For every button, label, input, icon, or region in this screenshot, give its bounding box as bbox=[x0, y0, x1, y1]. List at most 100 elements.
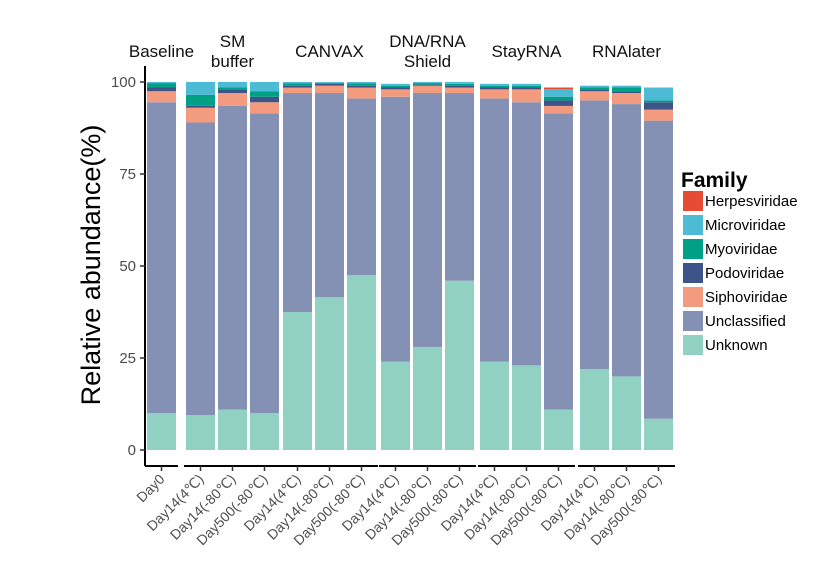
bar-segment-podoviridae bbox=[644, 102, 673, 110]
bar-segment-myoviridae bbox=[250, 91, 279, 97]
y-tick-label: 50 bbox=[119, 258, 136, 275]
legend-label: Microviridae bbox=[705, 217, 786, 234]
bar-segment-unclassified bbox=[512, 102, 541, 366]
bar-segment-siphoviridae bbox=[147, 91, 176, 103]
bar-segment-unknown bbox=[315, 297, 344, 450]
x-axis-tick-labels: Day0Day14(4℃)Day14(-80℃)Day500(-80℃)Day1… bbox=[133, 466, 665, 548]
bar-segment-unclassified bbox=[644, 120, 673, 419]
bar-segment-siphoviridae bbox=[315, 85, 344, 94]
bar-segment-unknown bbox=[445, 280, 474, 450]
bar-segment-unknown bbox=[347, 275, 376, 450]
bar-segment-podoviridae bbox=[445, 85, 474, 88]
legend-swatch-unknown bbox=[683, 335, 703, 355]
bar-segment-microviridae bbox=[544, 89, 573, 97]
bar-segment-unknown bbox=[250, 413, 279, 450]
bar-segment-podoviridae bbox=[186, 105, 215, 108]
facet-title: buffer bbox=[211, 52, 255, 71]
bar-segment-unclassified bbox=[381, 96, 410, 362]
y-axis-label: Relative abundance(%) bbox=[76, 125, 106, 406]
bar-segment-podoviridae bbox=[347, 85, 376, 88]
bar-segment-unclassified bbox=[413, 93, 442, 347]
bar-segment-unclassified bbox=[612, 104, 641, 377]
bar-segment-siphoviridae bbox=[186, 107, 215, 123]
bar-segment-unclassified bbox=[580, 100, 609, 370]
bar-segment-myoviridae bbox=[413, 83, 442, 85]
legend-swatch-herpesviridae bbox=[683, 191, 703, 211]
bar-segment-siphoviridae bbox=[512, 89, 541, 103]
bar-segment-siphoviridae bbox=[612, 93, 641, 105]
bar-segment-podoviridae bbox=[147, 87, 176, 92]
bar-segment-unknown bbox=[218, 409, 247, 450]
bar-segment-myoviridae bbox=[644, 100, 673, 103]
bar-segment-herpesviridae bbox=[544, 87, 573, 90]
bar-segment-podoviridae bbox=[480, 87, 509, 90]
bar-segment-microviridae bbox=[250, 82, 279, 92]
bar-segment-siphoviridae bbox=[445, 87, 474, 94]
legend-label: Myoviridae bbox=[705, 241, 778, 258]
legend-swatch-unclassified bbox=[683, 311, 703, 331]
bar-segment-microviridae bbox=[283, 82, 312, 84]
legend-label: Unclassified bbox=[705, 313, 786, 330]
y-tick-label: 75 bbox=[119, 166, 136, 183]
bar-segment-myoviridae bbox=[381, 85, 410, 88]
bar-segment-unknown bbox=[186, 415, 215, 450]
bar-segment-podoviridae bbox=[612, 91, 641, 94]
facet-title: SM bbox=[220, 32, 246, 51]
bar-segment-unclassified bbox=[186, 122, 215, 416]
bar-segment-myoviridae bbox=[283, 83, 312, 86]
legend-swatch-myoviridae bbox=[683, 239, 703, 259]
legend-swatch-microviridae bbox=[683, 215, 703, 235]
bar-segment-microviridae bbox=[347, 82, 376, 84]
bar-segment-siphoviridae bbox=[413, 85, 442, 94]
bar-segment-myoviridae bbox=[580, 87, 609, 90]
bar-segment-podoviridae bbox=[218, 89, 247, 94]
bar-segment-unknown bbox=[381, 361, 410, 450]
bar-segment-unknown bbox=[580, 369, 609, 450]
y-tick-label: 0 bbox=[128, 442, 136, 459]
bar-segment-podoviridae bbox=[413, 84, 442, 86]
legend: Family Herpesviridae Microviridae Myovirid… bbox=[681, 169, 798, 355]
y-tick-label: 25 bbox=[119, 350, 136, 367]
bar-segment-unclassified bbox=[544, 113, 573, 410]
legend-label: Herpesviridae bbox=[705, 193, 798, 210]
bar-segment-myoviridae bbox=[186, 94, 215, 106]
facet-title: CANVAX bbox=[295, 42, 364, 61]
bar-segment-unknown bbox=[413, 346, 442, 450]
bar-segment-podoviridae bbox=[315, 83, 344, 86]
bar-segment-unknown bbox=[283, 312, 312, 450]
bar-segment-siphoviridae bbox=[381, 89, 410, 97]
legend-label: Siphoviridae bbox=[705, 289, 788, 306]
bar-segment-microviridae bbox=[413, 82, 442, 84]
bar-segment-unclassified bbox=[147, 102, 176, 414]
bar-segment-unknown bbox=[544, 409, 573, 450]
bar-segment-unclassified bbox=[315, 93, 344, 298]
bar-segment-microviridae bbox=[381, 83, 410, 86]
bar-segment-unclassified bbox=[283, 93, 312, 312]
legend-label: Unknown bbox=[705, 337, 768, 354]
bar-segment-podoviridae bbox=[250, 96, 279, 103]
plot-area bbox=[145, 82, 675, 467]
x-tick-label: Day0 bbox=[133, 471, 168, 506]
bar-segment-unknown bbox=[612, 376, 641, 450]
facet-title: RNAlater bbox=[592, 42, 661, 61]
y-tick-label: 100 bbox=[111, 74, 136, 91]
bar-segment-siphoviridae bbox=[218, 93, 247, 106]
bar-segment-siphoviridae bbox=[644, 109, 673, 121]
bar-segment-podoviridae bbox=[381, 87, 410, 90]
facet-title: DNA/RNA bbox=[389, 32, 466, 51]
facet-title: StayRNA bbox=[492, 42, 563, 61]
bar-segment-unknown bbox=[644, 418, 673, 450]
bar-segment-myoviridae bbox=[347, 83, 376, 86]
bar-segment-podoviridae bbox=[580, 89, 609, 92]
bar-segment-siphoviridae bbox=[347, 87, 376, 99]
facet-title: Shield bbox=[404, 52, 451, 71]
bar-segment-siphoviridae bbox=[283, 87, 312, 94]
bar-segment-unclassified bbox=[218, 105, 247, 410]
bar-segment-microviridae bbox=[147, 82, 176, 84]
bar-segment-unclassified bbox=[480, 98, 509, 362]
bar-segment-microviridae bbox=[315, 82, 344, 83]
bar-segment-microviridae bbox=[512, 83, 541, 86]
bar-segment-siphoviridae bbox=[544, 105, 573, 114]
legend-title: Family bbox=[681, 169, 748, 192]
